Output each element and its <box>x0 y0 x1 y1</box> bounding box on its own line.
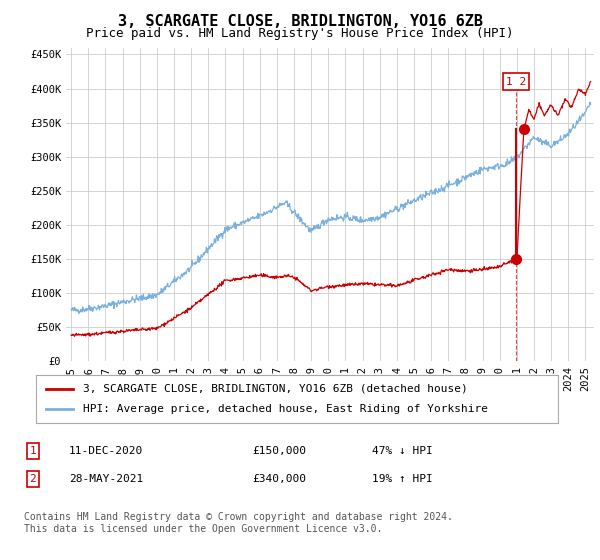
Text: 47% ↓ HPI: 47% ↓ HPI <box>372 446 433 456</box>
Text: 19% ↑ HPI: 19% ↑ HPI <box>372 474 433 484</box>
Text: 11-DEC-2020: 11-DEC-2020 <box>69 446 143 456</box>
Text: Contains HM Land Registry data © Crown copyright and database right 2024.
This d: Contains HM Land Registry data © Crown c… <box>24 512 453 534</box>
Text: 1: 1 <box>29 446 37 456</box>
Text: £340,000: £340,000 <box>252 474 306 484</box>
Text: 3, SCARGATE CLOSE, BRIDLINGTON, YO16 6ZB: 3, SCARGATE CLOSE, BRIDLINGTON, YO16 6ZB <box>118 14 482 29</box>
Text: 28-MAY-2021: 28-MAY-2021 <box>69 474 143 484</box>
Text: HPI: Average price, detached house, East Riding of Yorkshire: HPI: Average price, detached house, East… <box>83 404 488 414</box>
Text: 1 2: 1 2 <box>506 77 526 87</box>
Text: 3, SCARGATE CLOSE, BRIDLINGTON, YO16 6ZB (detached house): 3, SCARGATE CLOSE, BRIDLINGTON, YO16 6ZB… <box>83 384 468 394</box>
Text: £150,000: £150,000 <box>252 446 306 456</box>
Text: 2: 2 <box>29 474 37 484</box>
Text: Price paid vs. HM Land Registry's House Price Index (HPI): Price paid vs. HM Land Registry's House … <box>86 27 514 40</box>
